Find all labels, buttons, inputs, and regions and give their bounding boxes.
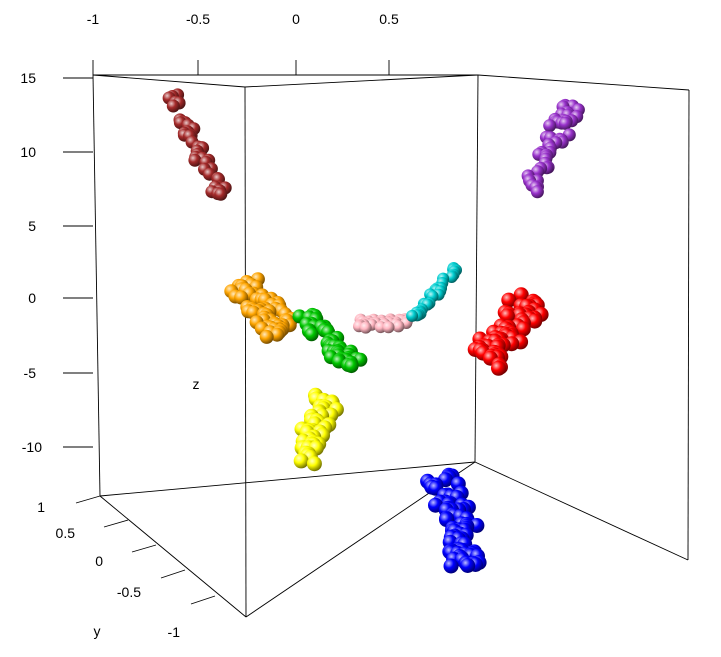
cluster-series-9 (420, 467, 487, 574)
data-point (513, 287, 529, 303)
data-point (306, 456, 322, 472)
box-back (92, 74, 479, 618)
z-tick-label: 0 (28, 290, 36, 306)
box-front (92, 74, 690, 618)
data-point (530, 185, 544, 199)
point-clusters (162, 88, 585, 574)
data-point (491, 360, 506, 376)
data-point (543, 119, 557, 133)
z-tick-label: 10 (20, 144, 36, 160)
z-axis: 15 10 5 0 -5 -10 z (20, 70, 199, 455)
data-point (501, 292, 517, 308)
data-point (392, 320, 405, 333)
data-point (259, 329, 274, 344)
data-point (515, 321, 531, 337)
cluster-series-1 (162, 88, 232, 201)
x-tick-label: -0.5 (186, 11, 210, 27)
cluster-series-6 (406, 262, 462, 322)
y-tick-label: 1 (37, 499, 45, 515)
data-point (293, 453, 309, 469)
data-point (527, 313, 543, 329)
y-axis: 1 0.5 0 -0.5 -1 y (37, 495, 216, 640)
data-point (460, 558, 476, 573)
y-tick-label: 0.5 (56, 525, 76, 541)
z-axis-title: z (193, 376, 200, 392)
data-point (304, 327, 319, 342)
cluster-series-8 (293, 387, 344, 472)
x-tick-label: 0.5 (379, 11, 399, 27)
z-tick-label: 5 (28, 218, 36, 234)
data-point (382, 321, 395, 334)
cluster-series-2 (521, 98, 585, 199)
data-point (188, 153, 202, 167)
y-tick-label: -1 (168, 624, 181, 640)
data-point (166, 99, 180, 113)
z-tick-label: 15 (20, 70, 36, 86)
data-point (406, 309, 419, 322)
z-tick-label: -5 (24, 365, 37, 381)
z-tick-label: -10 (22, 439, 42, 455)
y-tick-label: -0.5 (117, 584, 141, 600)
data-point (359, 321, 372, 334)
cluster-series-5 (353, 313, 413, 334)
data-point (443, 558, 459, 574)
y-tick-label: 0 (95, 553, 103, 569)
x-tick-label: -1 (87, 11, 100, 27)
data-point (558, 116, 572, 130)
cluster-series-4 (292, 307, 368, 374)
data-point (270, 327, 285, 342)
x-tick-label: 0 (292, 11, 300, 27)
cluster-series-3 (224, 272, 299, 344)
cluster-series-7 (467, 287, 549, 376)
x-axis: -1 -0.5 0 0.5 (87, 11, 399, 75)
y-axis-title: y (94, 623, 101, 639)
data-point (214, 187, 228, 201)
data-point (344, 359, 359, 374)
